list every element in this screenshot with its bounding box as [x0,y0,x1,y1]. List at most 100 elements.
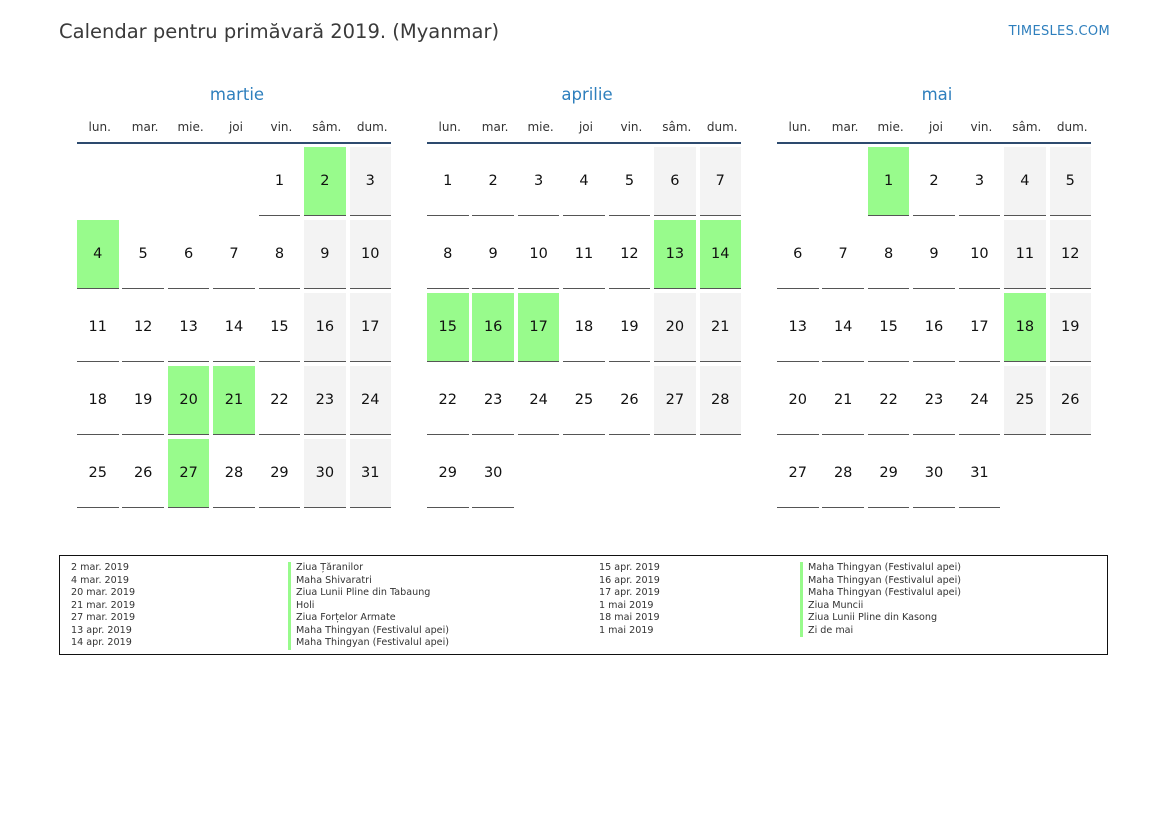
day-cell: 9 [472,220,517,293]
day-number: 11 [563,220,605,289]
day-number: 21 [213,366,255,435]
brand-link[interactable]: TIMESLES.COM [1008,24,1110,39]
day-number: 9 [472,220,514,289]
day-cell: 19 [122,366,167,439]
day-number: 30 [304,439,346,508]
empty-day-cell [122,147,167,220]
legend-date: 16 apr. 2019 [599,574,660,586]
day-cell: 27 [777,439,822,512]
day-cell: 20 [777,366,822,439]
day-number: 20 [777,366,819,435]
day-number: 15 [867,293,910,362]
day-number: 5 [1049,147,1092,216]
page-title: Calendar pentru primăvară 2019. (Myanmar… [59,20,500,43]
weekday-label: vin. [970,120,993,134]
day-number: 12 [1049,220,1092,289]
holiday-day-cell: 20 [167,366,213,439]
day-number: 29 [427,439,469,508]
day-cell: 24 [958,366,1004,439]
day-cell: 7 [213,220,258,293]
day-cell: 24 [517,366,563,439]
weekday-label: lun. [438,120,461,134]
holiday-legend: 2 mar. 2019 4 mar. 2019 20 mar. 2019 21 mar… [59,555,1108,655]
day-number: 26 [1049,366,1092,435]
day-cell: 26 [122,439,167,512]
day-cell: 29 [258,439,304,512]
day-cell: 22 [258,366,304,439]
weekday-header: lun. mar. mie. joi vin. sâm. dum. [77,116,397,138]
day-cell: 16 [304,293,349,366]
day-cell: 21 [822,366,867,439]
day-number: 18 [563,293,605,362]
day-number: 7 [699,147,742,216]
day-number: 28 [822,439,864,508]
day-cell: 17 [958,293,1004,366]
day-number: 25 [77,439,119,508]
day-cell: 14 [213,293,258,366]
legend-holiday-name: Maha Thingyan (Festivalul apei) [800,574,961,587]
day-number: 22 [427,366,469,435]
day-cell: 24 [349,366,395,439]
day-number: 30 [913,439,955,508]
day-cell: 19 [1049,293,1095,366]
day-number: 8 [258,220,301,289]
day-cell: 29 [867,439,913,512]
header-divider [777,142,1091,144]
day-number: 3 [517,147,560,216]
day-number: 25 [563,366,605,435]
holiday-day-cell: 2 [304,147,349,220]
day-cell: 28 [213,439,258,512]
day-cell: 28 [822,439,867,512]
holiday-day-cell: 17 [517,293,563,366]
day-number: 4 [563,147,605,216]
legend-date: 1 mai 2019 [599,624,654,636]
day-number: 31 [958,439,1001,508]
day-number: 7 [822,220,864,289]
legend-date: 17 apr. 2019 [599,587,660,598]
legend-holiday-name: Ziua Lunii Pline din Tabaung [288,587,449,600]
day-cell: 5 [608,147,654,220]
day-number: 16 [304,293,346,362]
day-number: 15 [427,293,469,362]
day-cell: 15 [867,293,913,366]
legend-date: 18 mai 2019 [599,612,660,623]
legend-date: 15 apr. 2019 [599,562,660,573]
day-cell: 3 [958,147,1004,220]
weekday-label: vin. [270,120,293,134]
day-number: 28 [213,439,255,508]
day-number: 5 [122,220,164,289]
day-cell: 29 [427,439,472,512]
holiday-day-cell: 4 [77,220,122,293]
day-number: 22 [867,366,910,435]
day-number: 24 [958,366,1001,435]
day-cell: 3 [349,147,395,220]
day-grid: 1 2 3 4 5 6 7 8 9 10 11 12 13 14 15 16 17 18 19 20 21 22 23 24 2… [77,147,397,512]
day-cell: 1 [258,147,304,220]
legend-holiday-name: Maha Thingyan (Festivalul apei) [800,587,961,600]
day-number: 18 [77,366,119,435]
day-cell: 19 [608,293,654,366]
day-number: 19 [122,366,164,435]
legend-holiday-name: Maha Shivaratri [288,574,449,587]
day-cell: 10 [349,220,395,293]
day-number: 12 [122,293,164,362]
month-title: martie [209,85,265,104]
day-number: 3 [958,147,1001,216]
weekday-label: mar. [481,120,509,134]
weekday-label: lun. [88,120,111,134]
day-cell: 7 [699,147,745,220]
legend-date: 2 mar. 2019 [71,562,129,573]
weekday-label: dum. [1056,120,1088,134]
day-cell: 26 [608,366,654,439]
day-number: 30 [472,439,514,508]
day-cell: 31 [958,439,1004,512]
legend-right-dates: 15 apr. 2019 16 apr. 2019 17 apr. 2019 1 ma… [599,562,660,637]
legend-holiday-name: Ziua Lunii Pline din Kasong [800,612,961,625]
holiday-day-cell: 1 [867,147,913,220]
day-cell: 31 [349,439,395,512]
weekday-label: vin. [620,120,643,134]
weekday-header: lun. mar. mie. joi vin. sâm. dum. [427,116,747,138]
day-number: 26 [608,366,651,435]
day-number: 13 [167,293,210,362]
